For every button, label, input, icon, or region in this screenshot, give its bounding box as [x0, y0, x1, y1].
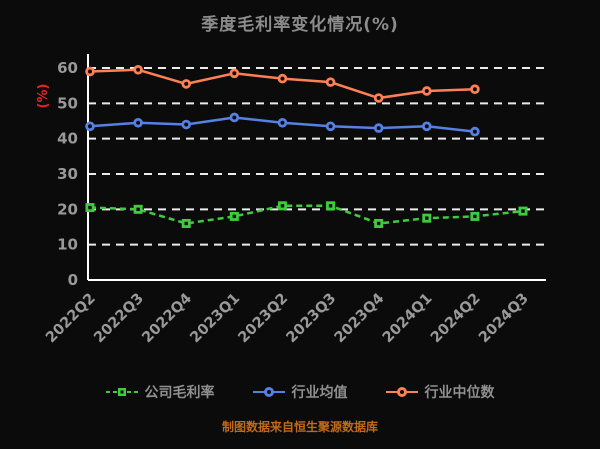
legend-label-company-margin: 公司毛利率 — [144, 385, 215, 401]
x-tick-label: 2022Q2 — [43, 291, 99, 347]
y-tick-label: 50 — [57, 94, 78, 112]
data-point-center — [280, 204, 285, 208]
data-point-center — [232, 71, 237, 76]
x-tick-label: 2023Q3 — [284, 291, 340, 347]
legend: 公司毛利率 行业均值 行业中位数 — [0, 382, 600, 402]
data-point-center — [184, 221, 188, 226]
plot-area: 01020304050602022Q22022Q32022Q42023Q1202… — [36, 54, 546, 347]
legend-item-industry-mean[interactable]: 行业均值 — [252, 382, 348, 402]
x-tick-label: 2024Q2 — [428, 291, 484, 347]
legend-marker-company-margin — [105, 388, 138, 396]
footer-note: 制图数据来自恒生聚源数据库 — [221, 420, 378, 434]
legend-item-industry-median[interactable]: 行业中位数 — [385, 382, 495, 402]
data-point-center — [473, 214, 477, 219]
data-point-center — [424, 88, 429, 93]
data-point-center — [521, 209, 525, 213]
legend-label-industry-median: 行业中位数 — [424, 385, 495, 401]
data-point-center — [472, 129, 477, 134]
data-point-center — [136, 207, 140, 212]
x-tick-label: 2022Q3 — [91, 291, 147, 347]
data-point-center — [280, 120, 285, 125]
x-tick-label: 2024Q1 — [380, 291, 436, 347]
data-point-center — [88, 124, 92, 129]
data-point-center — [376, 126, 381, 131]
legend-marker-industry-mean — [252, 387, 285, 397]
data-point-center — [472, 87, 477, 92]
series-line-0 — [89, 204, 524, 225]
data-point-center — [184, 81, 189, 86]
data-point-center — [328, 204, 333, 208]
data-point-center — [424, 124, 429, 129]
y-tick-label: 10 — [57, 236, 78, 254]
y-axis-unit-label: (%) — [36, 84, 51, 109]
y-tick-label: 60 — [57, 59, 78, 77]
data-point-center — [232, 214, 237, 219]
data-point-center — [136, 120, 141, 125]
x-tick-label: 2022Q4 — [139, 291, 195, 347]
data-point-center — [184, 122, 189, 127]
x-tick-label: 2023Q4 — [332, 291, 388, 347]
data-point-center — [376, 221, 381, 226]
legend-item-company-margin[interactable]: 公司毛利率 — [105, 382, 215, 402]
data-point-center — [425, 216, 429, 220]
y-tick-label: 30 — [57, 165, 78, 183]
data-point-center — [136, 67, 141, 72]
data-point-center — [88, 69, 92, 74]
data-point-center — [328, 80, 333, 85]
x-tick-label: 2023Q1 — [187, 291, 243, 347]
data-point-center — [232, 115, 237, 120]
data-point-center — [88, 205, 92, 210]
data-point-center — [328, 124, 333, 129]
y-tick-label: 0 — [68, 271, 78, 289]
y-tick-label: 40 — [57, 130, 78, 148]
data-point-center — [280, 76, 285, 81]
x-tick-label: 2024Q3 — [476, 291, 532, 347]
legend-marker-industry-median — [385, 387, 418, 397]
chart-title: 季度毛利率变化情况(%) — [201, 15, 399, 35]
data-point-center — [376, 96, 381, 101]
x-tick-label: 2023Q2 — [236, 291, 292, 347]
legend-label-industry-mean: 行业均值 — [291, 385, 348, 401]
y-tick-label: 20 — [57, 200, 78, 218]
